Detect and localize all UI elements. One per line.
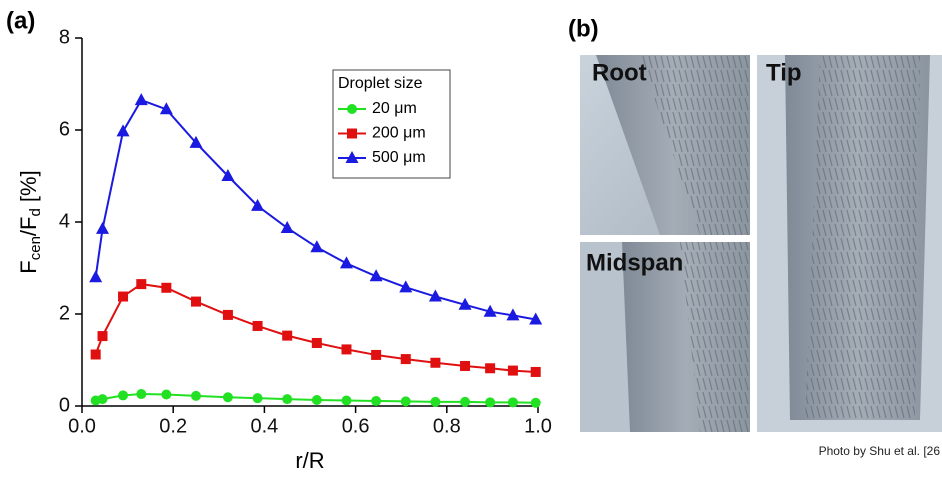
marker — [159, 102, 173, 115]
legend-title: Droplet size — [338, 75, 423, 92]
x-tick-label: 0.8 — [433, 415, 461, 437]
marker — [282, 394, 293, 405]
marker — [399, 280, 413, 293]
marker — [400, 354, 411, 365]
marker — [483, 304, 497, 317]
y-label-part: d — [27, 208, 44, 216]
marker — [97, 331, 108, 342]
marker — [310, 240, 324, 253]
photo-label: Midspan — [586, 249, 683, 276]
marker — [252, 320, 263, 331]
legend-marker — [347, 104, 357, 114]
photo-midspan: Midspan — [580, 242, 750, 432]
x-tick-label: 1.0 — [524, 415, 552, 437]
marker — [89, 270, 103, 283]
x-tick-label: 0.6 — [342, 415, 370, 437]
marker — [428, 289, 442, 302]
marker — [506, 308, 520, 321]
y-tick-label: 0 — [59, 394, 70, 416]
y-tick-label: 4 — [59, 210, 70, 232]
marker — [369, 269, 383, 282]
y-tick-label: 8 — [59, 26, 70, 48]
marker — [252, 393, 263, 404]
marker — [97, 394, 108, 405]
marker — [458, 297, 472, 310]
x-tick-label: 0.4 — [250, 415, 278, 437]
marker — [222, 392, 233, 403]
x-axis-label: r/R — [295, 448, 324, 472]
marker — [136, 389, 147, 400]
marker — [134, 93, 148, 106]
marker — [90, 349, 101, 360]
marker — [311, 337, 322, 348]
marker — [339, 256, 353, 269]
marker — [221, 169, 235, 181]
marker — [222, 309, 233, 320]
y-axis-label: Fcen/Fd [%] — [16, 170, 44, 273]
marker — [96, 221, 110, 234]
marker — [341, 395, 352, 406]
marker — [311, 395, 322, 406]
marker — [371, 349, 382, 360]
y-label-part: cen — [27, 236, 44, 260]
marker — [460, 396, 471, 407]
x-tick-label: 0.2 — [159, 415, 187, 437]
marker — [280, 220, 294, 233]
y-tick-label: 6 — [59, 118, 70, 140]
marker — [161, 282, 172, 293]
marker — [116, 124, 130, 137]
photo-label: Tip — [766, 59, 802, 86]
photo-root: Root — [580, 55, 750, 235]
marker — [507, 365, 518, 376]
photo-tip: Tip — [757, 55, 942, 432]
marker — [191, 390, 201, 401]
marker — [507, 397, 518, 408]
marker — [485, 363, 496, 374]
y-label-part: F — [16, 260, 41, 273]
marker — [118, 291, 129, 302]
legend-marker — [345, 151, 359, 163]
y-label-part: /F — [16, 217, 41, 237]
legend-label: 20 μm — [372, 100, 417, 117]
marker — [530, 397, 541, 408]
marker — [341, 344, 352, 355]
marker — [136, 279, 147, 290]
legend-marker — [347, 128, 357, 139]
marker — [400, 396, 411, 407]
marker — [485, 397, 496, 408]
marker — [189, 135, 203, 148]
legend-label: 200 μm — [372, 125, 426, 142]
marker — [430, 357, 441, 368]
marker — [251, 198, 265, 211]
y-label-part: [%] — [16, 170, 41, 208]
marker — [118, 390, 129, 401]
marker — [430, 396, 441, 407]
marker — [530, 366, 541, 377]
panel-label: (a) — [6, 7, 35, 34]
marker — [161, 389, 172, 400]
y-tick-label: 2 — [59, 302, 70, 324]
panel-label: (b) — [568, 15, 599, 42]
marker — [282, 330, 293, 341]
marker — [191, 296, 201, 307]
series-line — [94, 283, 536, 373]
photo-label: Root — [592, 59, 647, 86]
marker — [529, 312, 543, 325]
x-tick-label: 0.0 — [68, 415, 96, 437]
marker — [460, 360, 471, 371]
marker — [371, 395, 382, 406]
photo-credit: Photo by Shu et al. [26 — [819, 444, 941, 458]
legend-label: 500 μm — [372, 149, 426, 166]
